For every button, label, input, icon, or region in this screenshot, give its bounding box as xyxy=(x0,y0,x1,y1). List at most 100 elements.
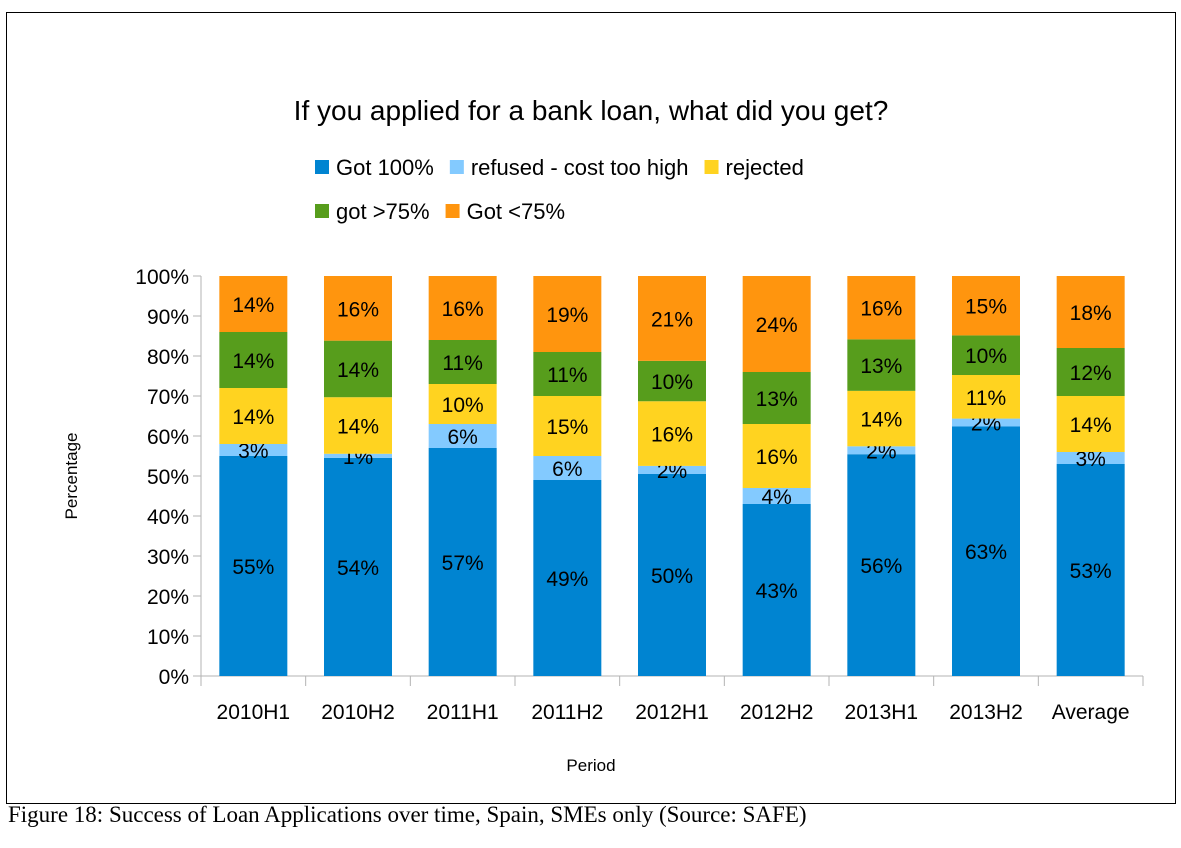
bar-segment xyxy=(952,375,1020,419)
bar-segment xyxy=(952,335,1020,376)
data-label: 16% xyxy=(651,424,693,447)
bar-segment xyxy=(324,453,392,458)
x-tick-label: Average xyxy=(1052,701,1130,724)
data-label: 4% xyxy=(761,486,791,509)
bar-segment xyxy=(428,384,497,424)
bar-segment xyxy=(742,488,811,504)
data-label: 14% xyxy=(1070,414,1112,437)
data-label: 14% xyxy=(860,409,902,432)
x-tick-label: 2011H2 xyxy=(531,701,603,724)
legend-label: Got <75% xyxy=(467,199,565,224)
y-tick-label: 10% xyxy=(147,626,189,649)
data-label: 6% xyxy=(552,458,582,481)
bar-segment xyxy=(324,340,392,398)
x-axis-title: Period xyxy=(566,756,615,775)
data-label: 56% xyxy=(860,555,902,578)
data-label: 15% xyxy=(546,416,588,439)
legend-swatch xyxy=(704,160,719,174)
data-label: 14% xyxy=(337,415,379,438)
data-label: 10% xyxy=(442,394,484,417)
data-label: 43% xyxy=(756,580,798,603)
data-label: 6% xyxy=(447,426,477,449)
x-tick-label: 2012H1 xyxy=(635,701,709,724)
bar-segment xyxy=(847,276,916,340)
data-label: 19% xyxy=(546,304,588,327)
data-label: 13% xyxy=(756,388,798,411)
bar-segment xyxy=(219,276,288,332)
y-tick-label: 70% xyxy=(147,386,189,409)
y-tick-label: 0% xyxy=(159,666,189,689)
y-tick-label: 100% xyxy=(135,266,189,289)
data-label: 16% xyxy=(756,446,798,469)
stacked-bar-chart: If you applied for a bank loan, what did… xyxy=(62,95,1144,775)
data-label: 57% xyxy=(442,552,484,575)
bar-segment xyxy=(428,448,497,676)
data-label: 63% xyxy=(965,541,1007,564)
legend-swatch xyxy=(445,204,460,218)
data-label: 24% xyxy=(756,314,798,337)
y-tick-label: 30% xyxy=(147,546,189,569)
bar-segment xyxy=(847,454,916,676)
x-tick-label: 2012H2 xyxy=(740,701,814,724)
data-label: 10% xyxy=(651,371,693,394)
bar-segment xyxy=(324,276,392,341)
bar-segment xyxy=(742,372,811,424)
chart-frame: If you applied for a bank loan, what did… xyxy=(6,12,1176,804)
x-tick-label: 2010H2 xyxy=(321,701,395,724)
legend-swatch xyxy=(449,160,464,174)
data-label: 53% xyxy=(1070,560,1112,583)
legend-swatch xyxy=(315,204,329,218)
legend-label: refused - cost too high xyxy=(471,155,689,180)
data-label: 14% xyxy=(232,294,274,317)
bar-segment xyxy=(219,332,288,388)
data-label: 16% xyxy=(442,298,484,321)
data-label: 12% xyxy=(1070,362,1112,385)
data-label: 3% xyxy=(238,440,268,463)
x-tick-label: 2010H1 xyxy=(217,701,291,724)
bar-segment xyxy=(533,480,602,676)
bar-segment xyxy=(638,276,706,361)
bar-segment xyxy=(1056,452,1125,464)
figure-caption: Figure 18: Success of Loan Applications … xyxy=(8,802,807,827)
data-label: 16% xyxy=(860,298,902,321)
data-label: 21% xyxy=(651,308,693,331)
data-label: 54% xyxy=(337,557,379,580)
y-tick-label: 60% xyxy=(147,426,189,449)
bar-segment xyxy=(847,339,916,391)
data-label: 11% xyxy=(966,387,1006,410)
y-tick-label: 50% xyxy=(147,466,189,489)
data-label: 13% xyxy=(860,355,902,378)
y-tick-label: 80% xyxy=(147,346,189,369)
y-tick-label: 90% xyxy=(147,306,189,329)
legend-swatch xyxy=(315,160,329,174)
bar-segment xyxy=(533,456,602,480)
data-label: 15% xyxy=(965,296,1007,319)
bar-segment xyxy=(638,465,706,474)
x-tick-label: 2011H1 xyxy=(427,701,499,724)
y-tick-label: 20% xyxy=(147,586,189,609)
bar-segment xyxy=(1056,348,1125,396)
bar-segment xyxy=(533,396,602,456)
bar-segment xyxy=(219,456,288,676)
bar-segment xyxy=(952,276,1020,336)
data-label: 14% xyxy=(232,406,274,429)
data-label: 50% xyxy=(651,565,693,588)
bar-segment xyxy=(324,457,392,676)
y-tick-label: 40% xyxy=(147,506,189,529)
data-label: 11% xyxy=(442,352,482,375)
data-label: 16% xyxy=(337,298,379,321)
bar-segment xyxy=(324,397,392,454)
data-label: 11% xyxy=(547,364,587,387)
bar-segment xyxy=(742,504,811,676)
bar-segment xyxy=(952,426,1020,676)
bar-segment xyxy=(533,352,602,396)
bar-segment xyxy=(847,446,916,455)
data-label: 49% xyxy=(546,568,588,591)
bar-segment xyxy=(742,424,811,488)
legend-label: got >75% xyxy=(336,199,430,224)
data-label: 14% xyxy=(337,359,379,382)
bar-segment xyxy=(428,424,497,448)
bar-segment xyxy=(638,360,706,402)
y-axis-title: Percentage xyxy=(62,433,81,520)
data-label: 10% xyxy=(965,345,1007,368)
